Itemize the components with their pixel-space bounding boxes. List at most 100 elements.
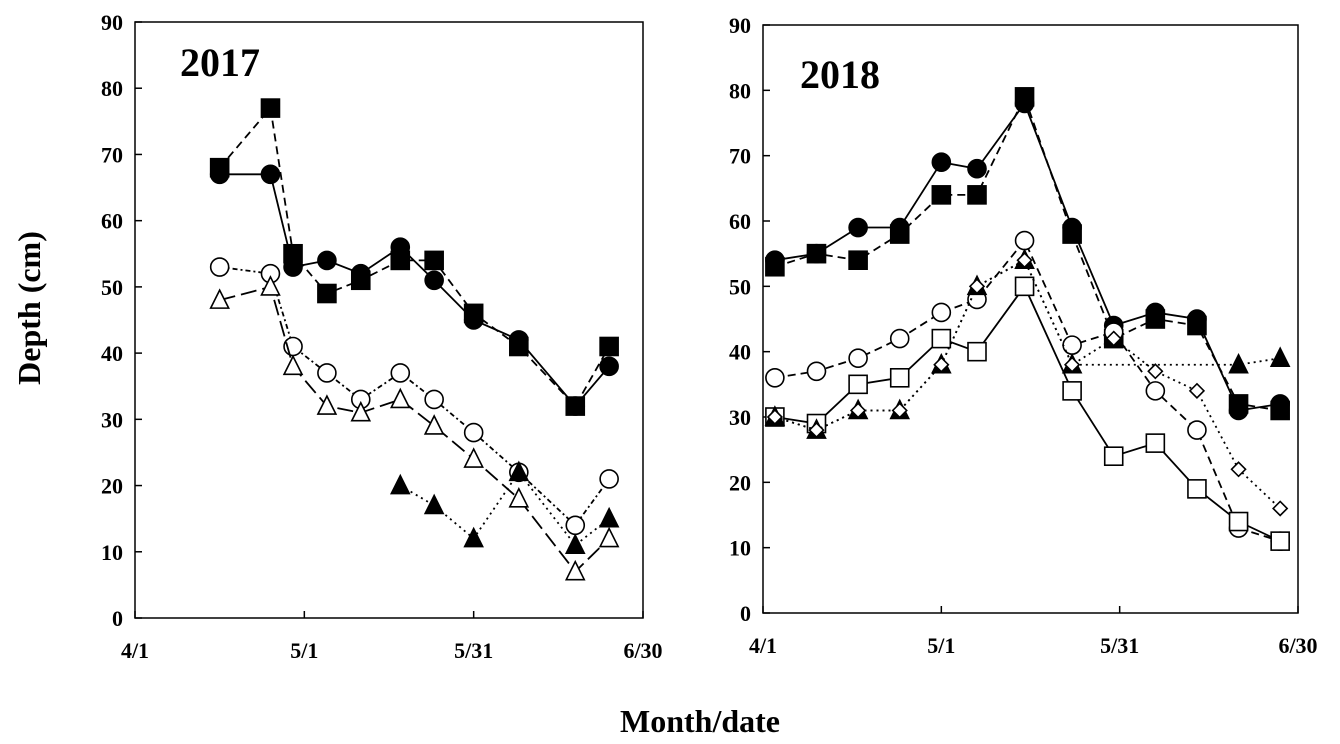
- data-point: [1105, 330, 1122, 347]
- y-tick-label: 30: [729, 405, 751, 430]
- y-tick-label: 40: [729, 340, 751, 365]
- x-tick-label: 5/1: [290, 638, 318, 663]
- data-point: [509, 336, 529, 357]
- data-point: [350, 400, 372, 422]
- data-point: [423, 414, 445, 435]
- data-point: [260, 275, 281, 296]
- data-point: [209, 157, 230, 178]
- panel-title: 2018: [800, 52, 880, 97]
- data-point: [1145, 433, 1166, 453]
- series-line: [399, 470, 610, 547]
- data-point: [260, 98, 281, 118]
- data-point: [350, 270, 371, 291]
- data-point: [1103, 446, 1124, 467]
- data-point: [463, 303, 484, 324]
- data-point: [967, 158, 987, 179]
- series-2: [209, 98, 619, 416]
- data-point: [889, 224, 910, 244]
- data-point: [766, 408, 784, 426]
- data-point: [1270, 531, 1290, 551]
- data-point: [599, 469, 619, 489]
- chart-panel-2018: 0 10 20 30 40 50 60 70 80 90 4/1 5/1 5/31 6/30 2018: [729, 13, 1318, 658]
- data-point: [1269, 346, 1291, 368]
- data-point: [933, 356, 950, 373]
- data-point: [424, 250, 444, 271]
- data-point: [848, 217, 868, 238]
- data-point: [463, 526, 484, 548]
- data-point: [565, 515, 586, 536]
- data-point: [848, 374, 868, 395]
- data-point: [390, 250, 411, 271]
- data-point: [282, 354, 304, 376]
- data-point: [1016, 252, 1033, 269]
- y-tick-label: 80: [101, 76, 123, 101]
- data-point: [967, 341, 987, 362]
- data-point: [1145, 381, 1166, 401]
- y-tick-label: 80: [729, 78, 751, 103]
- data-point: [1062, 224, 1082, 244]
- plot-frame: [134, 21, 644, 619]
- data-point: [564, 559, 586, 581]
- data-point: [967, 185, 987, 205]
- data-point: [598, 506, 620, 528]
- data-point: [1145, 309, 1166, 329]
- data-point: [891, 402, 908, 419]
- data-point: [1014, 87, 1035, 107]
- data-point: [598, 526, 620, 548]
- y-tick-label: 0: [112, 606, 123, 631]
- data-point: [1230, 461, 1247, 478]
- series-2: [765, 87, 1290, 421]
- data-point: [599, 336, 619, 357]
- data-point: [889, 367, 910, 388]
- data-point: [931, 328, 952, 349]
- data-point: [209, 288, 230, 309]
- y-tick-label: 70: [101, 142, 123, 167]
- series-line: [219, 285, 610, 573]
- data-point: [317, 363, 337, 383]
- x-tick-label: 4/1: [121, 638, 149, 663]
- data-point: [1147, 363, 1164, 380]
- y-axis-title: Depth (cm): [11, 231, 47, 385]
- x-tick-label: 5/31: [454, 638, 493, 663]
- data-point: [1062, 381, 1082, 401]
- y-tick-label: 60: [101, 209, 123, 234]
- data-point: [806, 361, 827, 382]
- data-point: [931, 185, 952, 205]
- data-point: [390, 363, 411, 383]
- data-point: [389, 473, 411, 495]
- data-point: [889, 328, 910, 349]
- data-point: [1014, 276, 1035, 297]
- data-point: [389, 387, 411, 409]
- data-point: [931, 302, 952, 323]
- data-point: [806, 243, 827, 264]
- y-tick-label: 20: [101, 474, 123, 499]
- series-line: [219, 266, 610, 527]
- data-point: [1228, 511, 1249, 532]
- data-point: [508, 487, 530, 508]
- data-point: [283, 243, 303, 264]
- x-axis-title: Month/date: [620, 703, 780, 739]
- data-point: [599, 356, 619, 377]
- data-point: [968, 278, 986, 295]
- data-point: [423, 493, 445, 515]
- y-tick-label: 30: [101, 407, 123, 432]
- x-tick-label: 6/30: [1278, 633, 1317, 658]
- series-3: [765, 230, 1290, 551]
- data-point: [848, 250, 868, 270]
- data-point: [1187, 420, 1207, 440]
- data-point: [1187, 315, 1207, 336]
- y-tick-label: 0: [740, 601, 751, 626]
- data-point: [565, 396, 586, 416]
- series-5: [389, 460, 620, 554]
- series-3: [209, 257, 619, 536]
- data-point: [808, 421, 825, 439]
- y-tick-label: 90: [729, 13, 751, 38]
- data-point: [1272, 500, 1289, 517]
- data-point: [463, 422, 484, 443]
- plot-frame: [762, 24, 1299, 614]
- x-tick-label: 5/1: [927, 633, 955, 658]
- data-point: [564, 533, 586, 554]
- data-point: [1063, 356, 1081, 373]
- y-tick-label: 10: [101, 540, 123, 565]
- data-point: [317, 283, 337, 304]
